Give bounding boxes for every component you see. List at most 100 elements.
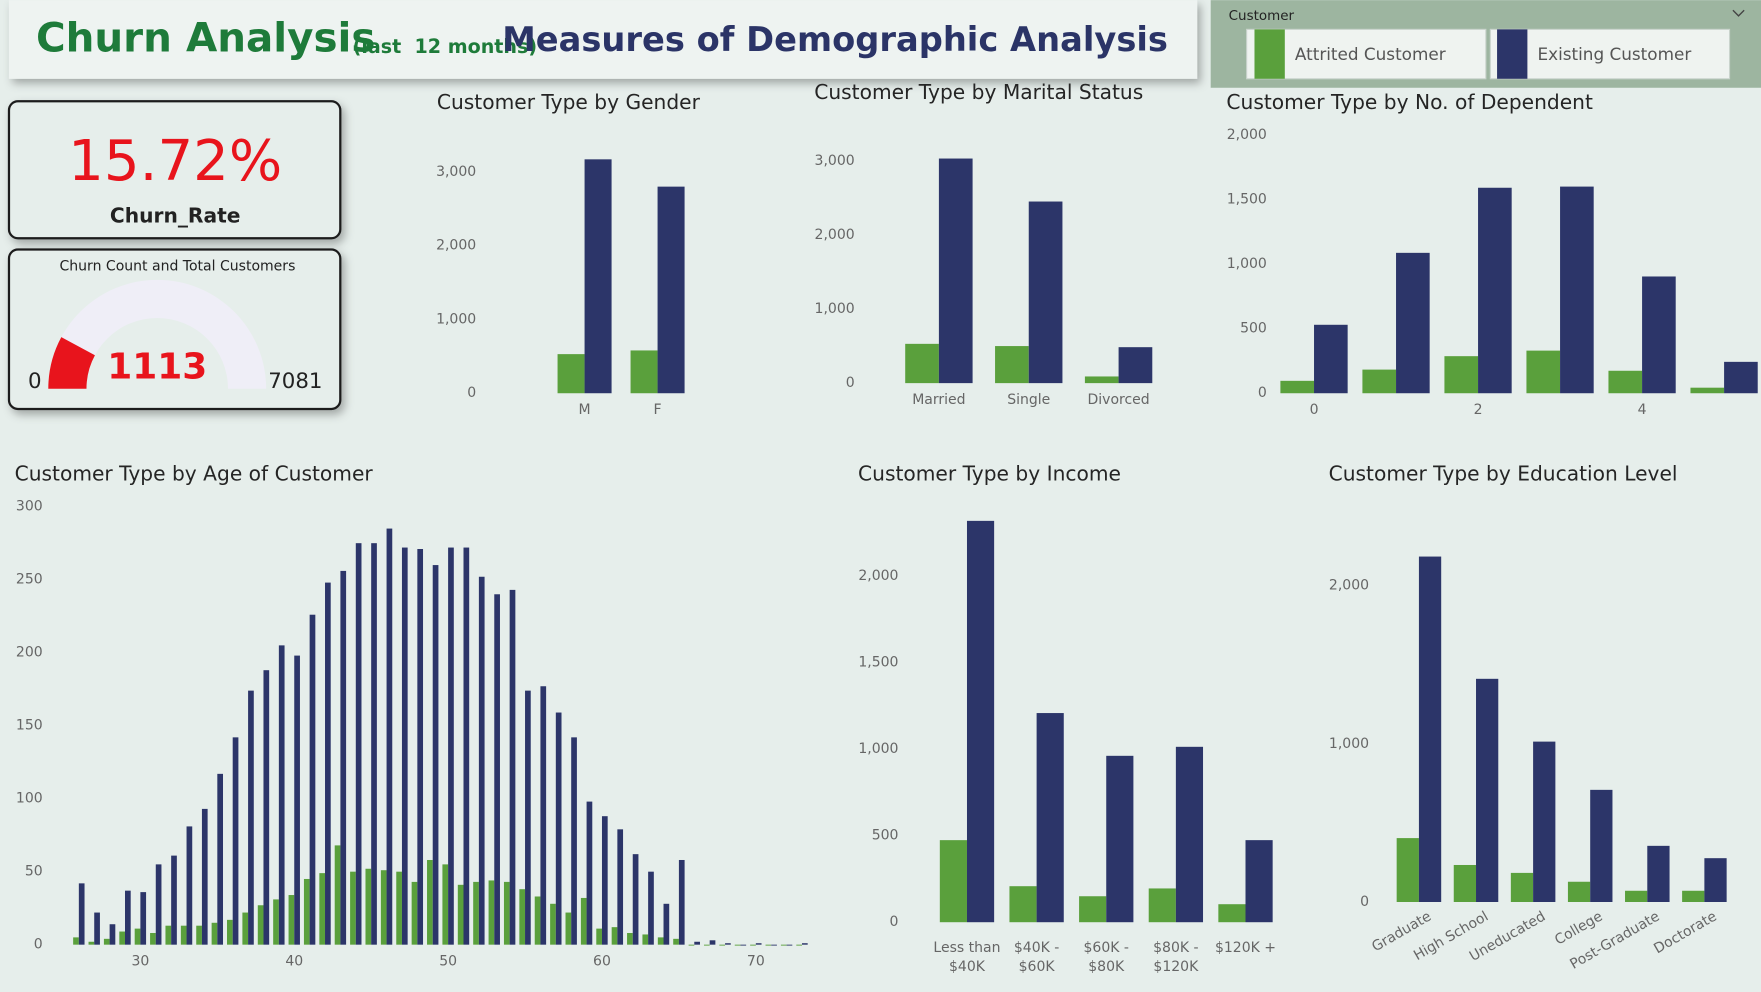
bar xyxy=(1028,201,1063,384)
bar xyxy=(1478,187,1512,394)
bar xyxy=(939,840,967,923)
gauge-title: Churn Count and Total Customers xyxy=(60,258,296,274)
bar xyxy=(755,943,762,945)
bar xyxy=(688,944,695,946)
slicer-label: Attrited Customer xyxy=(1295,44,1446,64)
bar xyxy=(557,354,585,394)
x-tick-label: Single xyxy=(1007,392,1050,408)
kpi-label: Churn_Rate xyxy=(110,203,241,227)
y-tick-label: 1,000 xyxy=(1227,256,1267,272)
bar xyxy=(905,343,939,384)
slicer-swatch xyxy=(1497,29,1528,79)
bar xyxy=(1396,252,1430,394)
slicer-title: Customer xyxy=(1229,8,1295,24)
bar xyxy=(73,937,79,945)
bar xyxy=(94,912,100,945)
bar xyxy=(355,543,362,945)
x-tick-label: Married xyxy=(912,392,965,408)
bar xyxy=(1476,678,1499,902)
bar xyxy=(1418,556,1442,902)
x-tick-label: $40K -$60K xyxy=(1014,940,1059,975)
bar xyxy=(294,655,300,945)
bar xyxy=(1009,886,1037,923)
bar xyxy=(1175,746,1204,923)
bar xyxy=(448,547,454,945)
bar xyxy=(494,594,500,945)
bar xyxy=(473,881,479,945)
bar xyxy=(1148,888,1176,923)
bar xyxy=(201,808,208,945)
bar xyxy=(611,927,618,945)
y-tick-label: 300 xyxy=(16,499,43,515)
bar xyxy=(1704,858,1727,902)
bar xyxy=(442,864,449,945)
bar xyxy=(596,928,602,945)
y-tick-label: 200 xyxy=(16,645,43,661)
bar xyxy=(1526,350,1561,394)
bar xyxy=(1314,324,1348,394)
chart-title: Customer Type by No. of Dependent xyxy=(1226,90,1593,114)
slicer-item[interactable] xyxy=(1489,28,1731,80)
bar xyxy=(1590,789,1613,902)
bar xyxy=(288,895,295,945)
y-tick-label: 250 xyxy=(16,572,43,588)
bar xyxy=(1567,881,1591,902)
bar xyxy=(750,944,756,946)
y-tick-label: 1,500 xyxy=(858,654,898,670)
slicer-label: Existing Customer xyxy=(1538,44,1692,64)
slicer-chevron[interactable] xyxy=(1732,9,1745,17)
y-tick-label: 500 xyxy=(1240,321,1267,337)
bar xyxy=(550,903,556,945)
kpi-value: 15.72% xyxy=(68,129,282,194)
bar xyxy=(663,903,670,945)
bar xyxy=(771,944,777,946)
bar xyxy=(411,881,418,945)
bar xyxy=(396,871,402,945)
chart-title: Customer Type by Education Level xyxy=(1329,462,1678,486)
bar xyxy=(601,816,608,945)
gauge-track xyxy=(48,279,267,389)
bar xyxy=(786,944,793,946)
bar xyxy=(540,686,547,945)
bar xyxy=(109,924,116,945)
bar xyxy=(1560,186,1594,394)
x-tick-label: Less than $40K xyxy=(933,940,1000,975)
page-heading: Measures of Demographic Analysis xyxy=(502,20,1168,59)
y-tick-label: 1,000 xyxy=(858,741,898,757)
bar xyxy=(257,905,264,945)
bar xyxy=(765,944,772,946)
page-title: Churn Analysis xyxy=(36,14,376,62)
bar xyxy=(1453,864,1477,902)
y-tick-label: 500 xyxy=(872,828,899,844)
bar xyxy=(534,896,541,945)
y-tick-label: 0 xyxy=(1360,894,1369,910)
bar xyxy=(673,938,679,945)
y-tick-label: 50 xyxy=(25,864,43,880)
y-tick-label: 0 xyxy=(890,914,899,930)
bar xyxy=(642,934,649,945)
bar xyxy=(180,925,187,945)
bar xyxy=(584,159,612,394)
bar xyxy=(678,859,685,945)
x-tick-label: Divorced xyxy=(1087,392,1149,408)
gauge-min: 0 xyxy=(28,369,42,394)
bar xyxy=(1362,369,1397,394)
page-subtitle: (last 12 months) xyxy=(353,35,537,58)
bar xyxy=(140,892,147,945)
gauge-max: 7081 xyxy=(268,369,322,394)
bar xyxy=(1682,890,1705,902)
bar xyxy=(248,690,254,945)
bar xyxy=(432,565,439,945)
bar xyxy=(509,589,516,945)
slicer-item[interactable] xyxy=(1246,28,1487,80)
bar xyxy=(1106,755,1134,923)
bar xyxy=(232,737,239,945)
chart-title: Customer Type by Marital Status xyxy=(814,80,1143,104)
kpi-card xyxy=(7,100,342,240)
x-tick-label: 0 xyxy=(1310,402,1319,418)
y-tick-label: 150 xyxy=(16,718,43,734)
bar xyxy=(565,912,572,945)
bar xyxy=(709,940,716,945)
bar xyxy=(1608,370,1643,394)
bar xyxy=(796,944,802,946)
